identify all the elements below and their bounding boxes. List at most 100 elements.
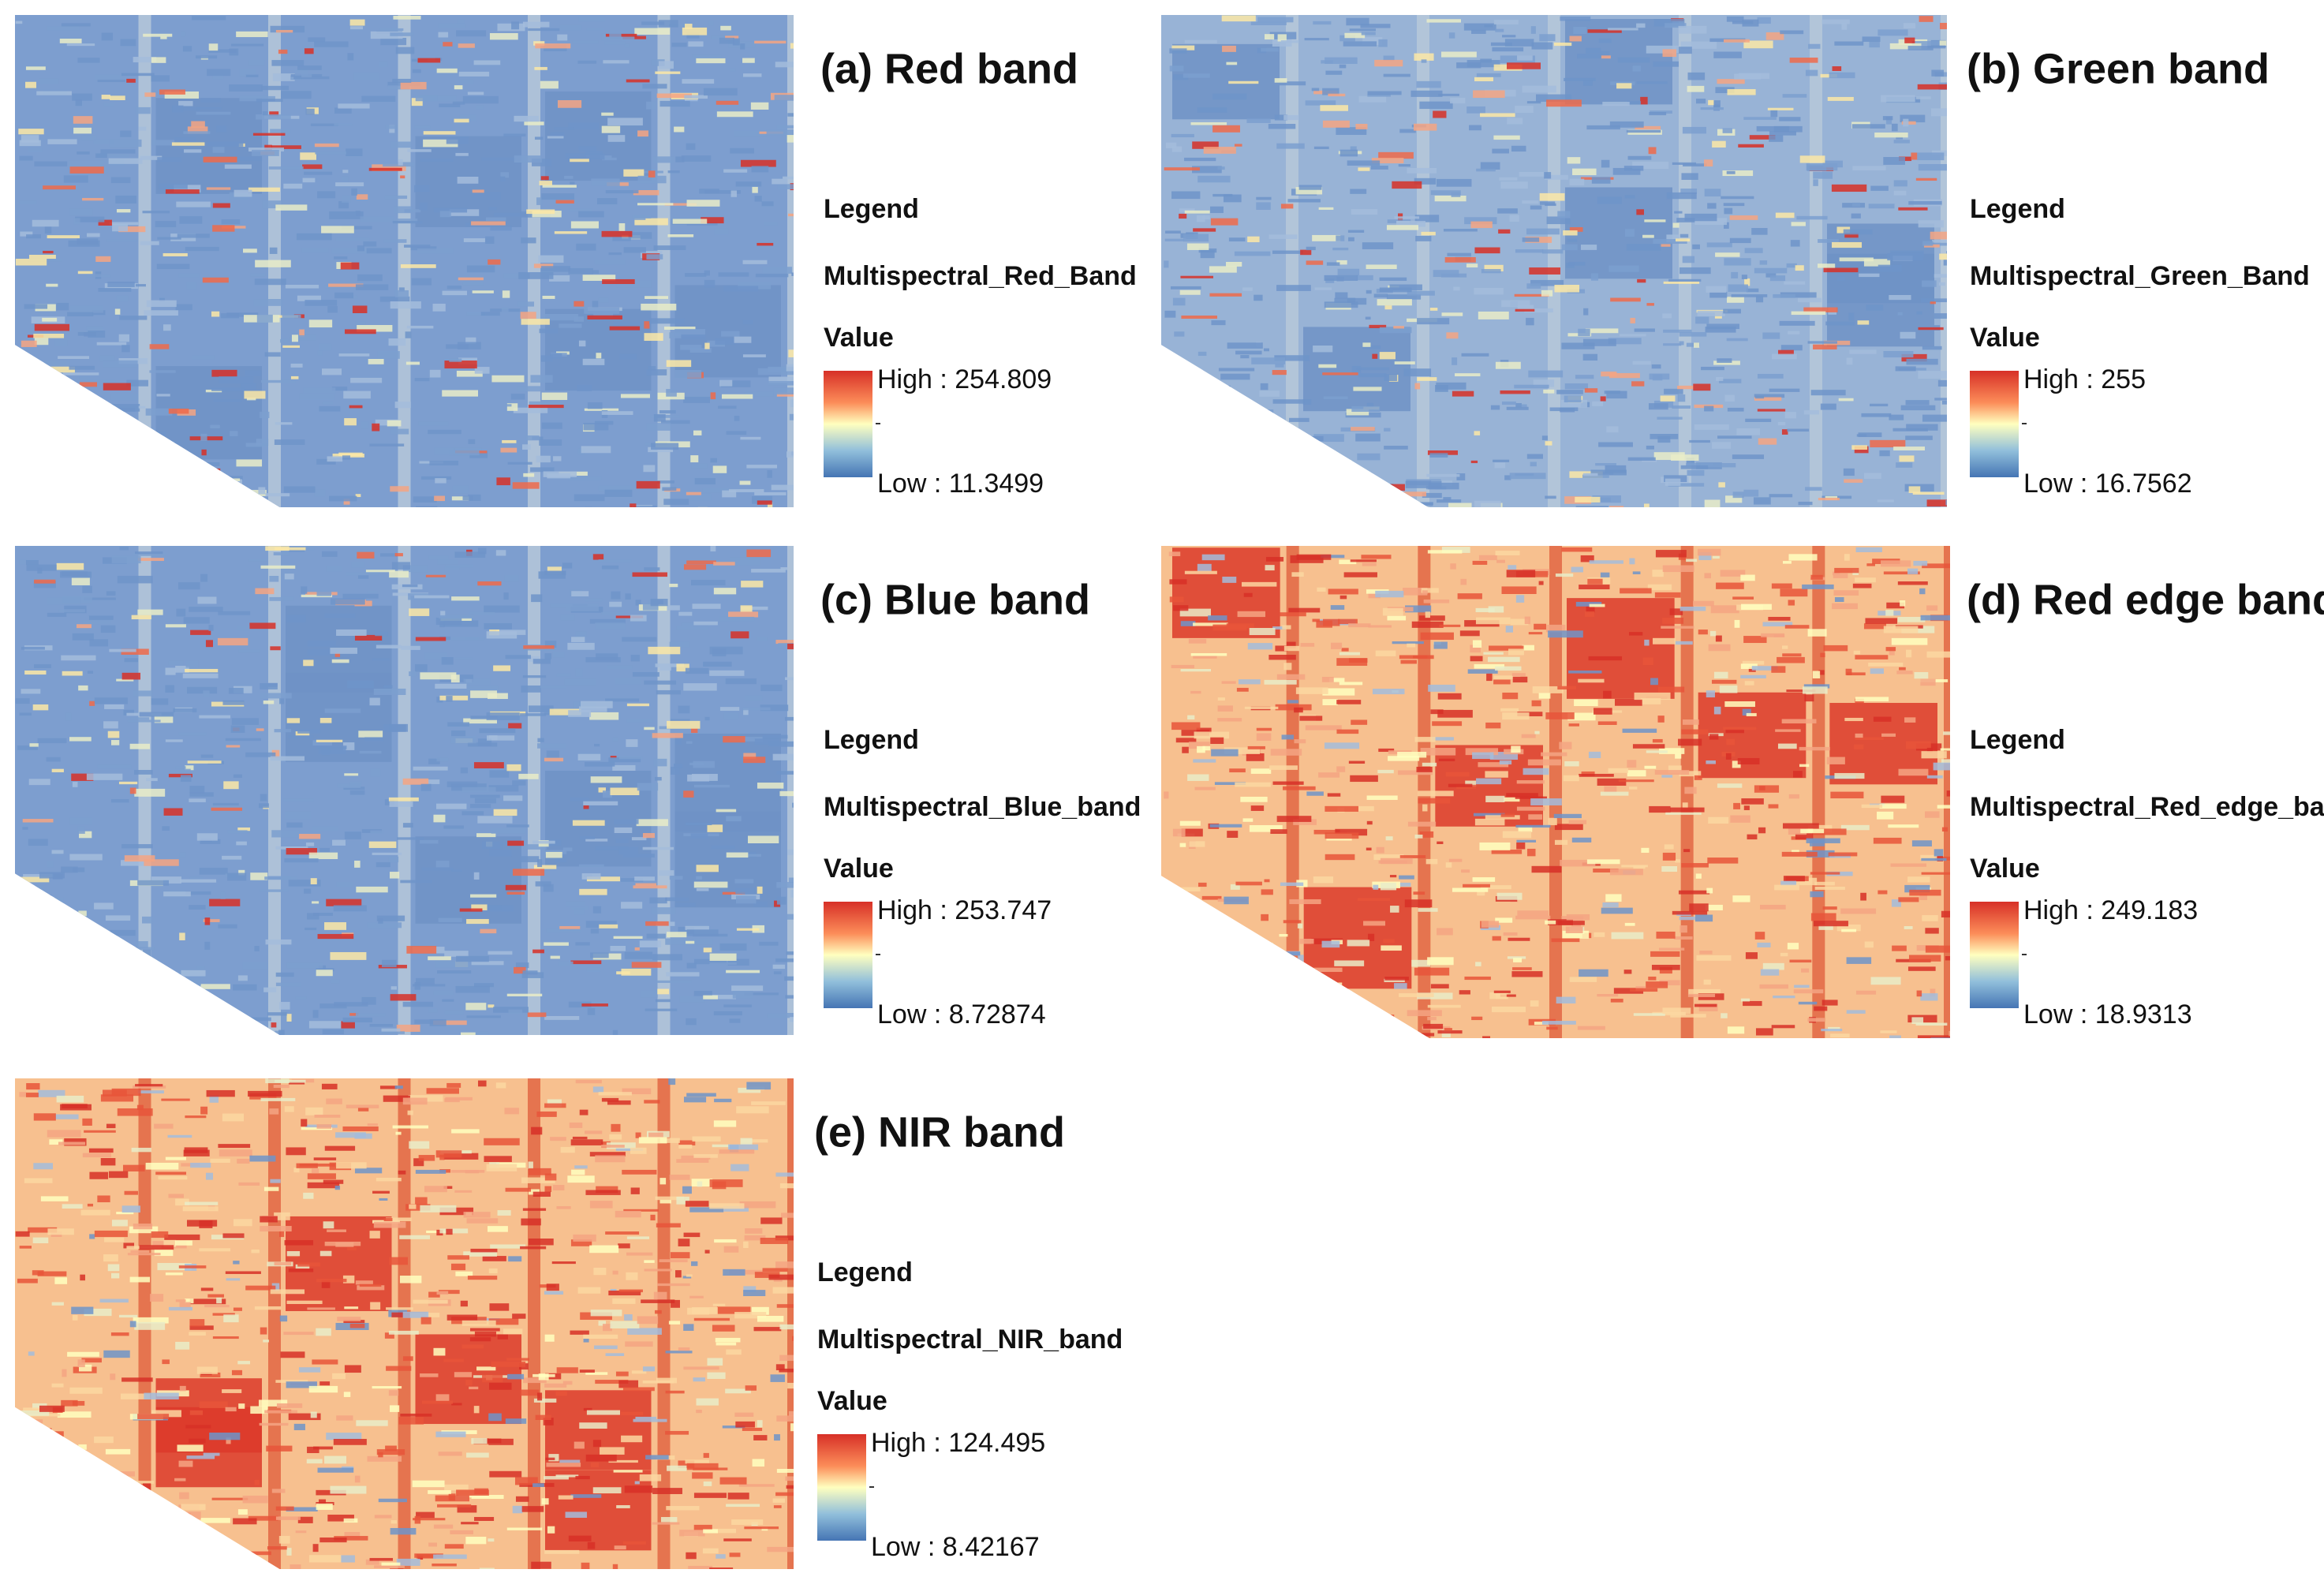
pixel-streak <box>168 773 192 778</box>
pixel-streak <box>1713 51 1742 58</box>
pixel-streak <box>779 790 794 797</box>
pixel-streak <box>1784 281 1806 285</box>
pixel-streak <box>123 1242 135 1249</box>
pixel-streak <box>164 1508 185 1515</box>
pixel-streak <box>1621 865 1648 868</box>
pixel-streak <box>1464 217 1497 225</box>
pixel-streak <box>633 1418 667 1422</box>
pixel-streak <box>179 768 191 775</box>
pixel-streak <box>618 1243 630 1249</box>
pixel-streak <box>428 555 449 560</box>
pixel-streak <box>611 591 621 600</box>
pixel-streak <box>31 1431 64 1437</box>
pixel-streak <box>1663 343 1682 346</box>
pixel-streak <box>679 1530 705 1537</box>
pixel-streak <box>1594 708 1612 715</box>
pixel-streak <box>53 955 62 962</box>
pixel-streak <box>216 125 227 133</box>
pixel-streak <box>1706 690 1715 698</box>
pixel-streak <box>547 1526 555 1534</box>
pixel-streak <box>1572 168 1597 176</box>
pixel-streak <box>1781 429 1788 435</box>
pixel-streak <box>319 1537 347 1543</box>
pixel-streak <box>523 1377 547 1384</box>
pixel-streak <box>275 972 294 977</box>
pixel-streak <box>1373 854 1404 861</box>
pixel-streak <box>163 1239 177 1247</box>
pixel-streak <box>1600 396 1606 402</box>
pixel-streak <box>1834 772 1865 779</box>
pixel-streak <box>286 1548 292 1556</box>
pixel-streak <box>248 559 267 562</box>
low-label: Low : 11.3499 <box>877 469 1044 499</box>
pixel-streak <box>489 1382 512 1390</box>
pixel-streak <box>449 358 462 362</box>
pixel-streak <box>1922 915 1938 921</box>
pixel-streak <box>1780 30 1804 35</box>
pixel-streak <box>334 123 353 126</box>
pixel-streak <box>69 166 104 174</box>
pixel-streak <box>67 312 94 316</box>
color-ramp <box>817 1434 866 1541</box>
pixel-streak <box>329 211 364 219</box>
pixel-streak <box>99 951 123 958</box>
pixel-streak <box>1542 249 1564 254</box>
pixel-streak <box>43 250 54 254</box>
pixel-streak <box>423 131 456 135</box>
pixel-streak <box>1475 962 1481 966</box>
pixel-streak <box>503 133 526 136</box>
pixel-streak <box>181 970 206 977</box>
pixel-streak <box>1893 180 1907 187</box>
pixel-streak <box>354 1133 372 1139</box>
pixel-streak <box>377 351 400 359</box>
pixel-streak <box>1813 179 1818 186</box>
pixel-streak <box>1464 976 1491 981</box>
pixel-streak <box>601 1145 625 1148</box>
pixel-streak <box>605 1231 640 1235</box>
pixel-streak <box>238 649 260 653</box>
pixel-streak <box>47 1520 73 1527</box>
pixel-streak <box>642 1366 656 1372</box>
pixel-streak <box>1196 727 1212 734</box>
pixel-streak <box>313 1446 333 1450</box>
pixel-streak <box>1541 290 1553 297</box>
pixel-streak <box>121 1205 141 1212</box>
pixel-streak <box>51 850 64 854</box>
pixel-streak <box>678 1239 690 1246</box>
pixel-streak <box>63 372 99 376</box>
pixel-streak <box>622 1387 655 1392</box>
pixel-streak <box>719 616 755 622</box>
pixel-streak <box>1495 917 1513 923</box>
pixel-streak <box>321 368 342 376</box>
pixel-streak <box>1300 249 1312 256</box>
pixel-streak <box>47 860 54 868</box>
pixel-streak <box>476 1366 496 1371</box>
pixel-streak <box>589 1201 613 1209</box>
pixel-streak <box>713 1011 742 1016</box>
pixel-streak <box>157 1262 192 1271</box>
pixel-streak <box>1436 382 1467 390</box>
pixel-streak <box>546 1283 559 1291</box>
pixel-streak <box>1777 656 1805 663</box>
pixel-streak <box>383 1218 393 1222</box>
pixel-streak <box>34 885 43 890</box>
pixel-streak <box>1718 379 1742 383</box>
color-ramp <box>824 371 872 477</box>
pixel-streak <box>1844 717 1863 722</box>
pixel-streak <box>77 271 93 275</box>
pixel-streak <box>355 284 389 290</box>
pixel-streak <box>1329 678 1345 682</box>
pixel-streak <box>1448 32 1455 39</box>
pixel-streak <box>1925 945 1950 953</box>
pixel-streak <box>585 598 603 602</box>
pixel-streak <box>743 708 749 716</box>
pixel-streak <box>35 1440 54 1444</box>
pixel-streak <box>237 626 250 631</box>
pixel-streak <box>342 1126 379 1132</box>
pixel-streak <box>1343 1012 1374 1019</box>
pixel-streak <box>732 38 740 46</box>
pixel-streak <box>275 1506 294 1511</box>
pixel-streak <box>585 839 608 842</box>
pixel-streak <box>157 1007 181 1012</box>
pixel-streak <box>280 1351 305 1358</box>
